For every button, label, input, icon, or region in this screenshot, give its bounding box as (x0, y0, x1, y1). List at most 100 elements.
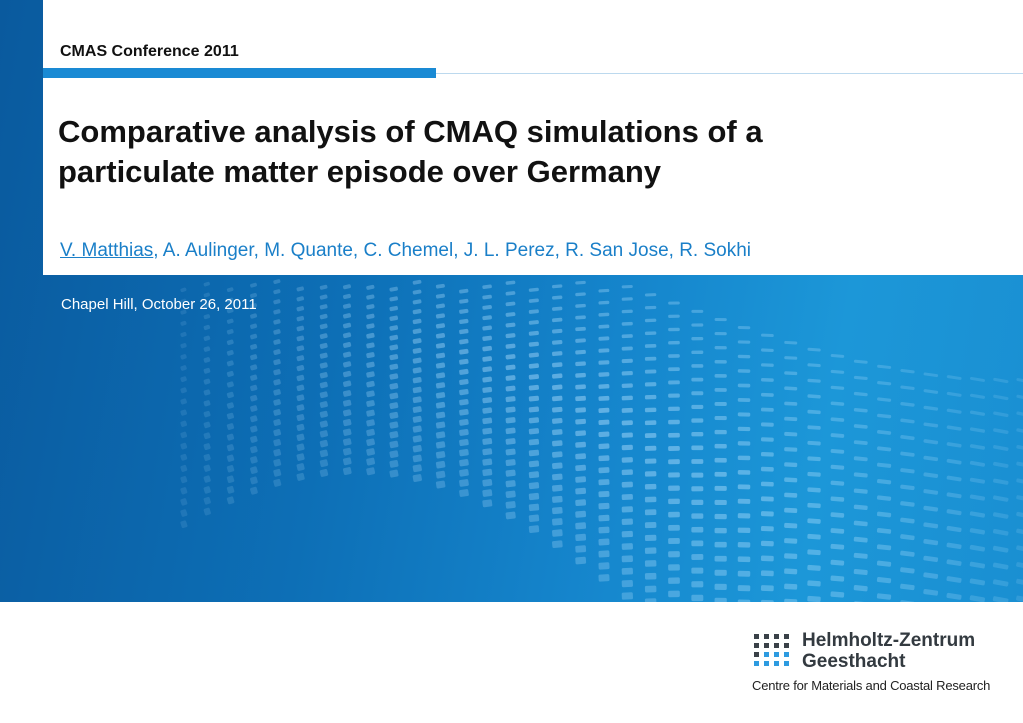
wave-dash (435, 342, 446, 349)
wave-dash (226, 308, 234, 314)
wave-dash (250, 364, 258, 371)
wave-dash (807, 347, 821, 352)
wave-dash (830, 417, 845, 422)
wave-dash (737, 527, 751, 534)
wave-dash (644, 572, 657, 580)
wave-dash (435, 431, 446, 439)
wave-dash (598, 502, 610, 510)
wave-dash (528, 330, 539, 336)
wave-dash (668, 340, 680, 345)
presenter-link[interactable]: V. Matthias (60, 240, 154, 261)
wave-dash (575, 292, 586, 297)
wave-dash (296, 286, 304, 292)
wave-dash (389, 440, 399, 449)
wave-dash (366, 332, 375, 339)
wave-dash (389, 325, 399, 331)
wave-dash (900, 468, 915, 474)
wave-dash (760, 585, 774, 592)
wave-dash (644, 369, 657, 374)
wave-dash (552, 518, 563, 526)
wave-dash (412, 464, 422, 473)
wave-dash (366, 390, 375, 398)
wave-dash (319, 313, 328, 320)
wave-dash (552, 529, 563, 537)
wave-dash (459, 469, 469, 477)
wave-dash (366, 448, 376, 456)
wave-dash (273, 448, 282, 457)
wave-dash (830, 496, 845, 502)
wave-dash (807, 456, 821, 462)
wave-dash (598, 407, 610, 413)
wave-dash (552, 417, 563, 424)
wave-dash (505, 459, 516, 467)
wave-dash (598, 431, 610, 438)
wave-dash (435, 283, 445, 289)
wave-dash (435, 293, 445, 299)
wave-dash (366, 380, 375, 388)
wave-dash (250, 415, 258, 423)
wave-dash (784, 538, 798, 544)
wave-dash (876, 560, 892, 567)
wave-dash (668, 498, 680, 505)
wave-dash (528, 438, 540, 446)
wave-dash (714, 555, 727, 562)
wave-dash (877, 364, 892, 369)
wave-dash (598, 395, 610, 401)
wave-dash (668, 511, 680, 518)
wave-dash (784, 507, 798, 514)
wave-dash (296, 472, 305, 481)
wave-dash (621, 297, 633, 301)
logo-dot (754, 634, 759, 639)
wave-dash (366, 419, 375, 427)
wave-dash (273, 468, 282, 477)
wave-dash (250, 405, 258, 412)
wave-dash (691, 364, 704, 368)
title-line-2: particulate matter episode over Germany (58, 154, 662, 189)
wave-dash (691, 377, 704, 382)
wave-dash (552, 373, 563, 379)
wave-dash (459, 418, 469, 426)
wave-dash (180, 498, 188, 506)
wave-dash (435, 333, 446, 339)
wave-dash (923, 422, 939, 428)
venue-date: Chapel Hill, October 26, 2011 (61, 296, 257, 313)
wave-dash (946, 492, 962, 499)
wave-dash (412, 444, 422, 453)
wave-dash (1016, 595, 1023, 602)
wave-dash (342, 457, 352, 466)
wave-dash (412, 309, 422, 315)
wave-dash (784, 447, 798, 452)
wave-dash (505, 438, 516, 445)
wave-dash (389, 382, 399, 390)
wave-dash (598, 324, 610, 329)
wave-dash (737, 426, 751, 432)
wave-dash (575, 407, 586, 413)
wave-dash (621, 481, 633, 488)
wave-dash (505, 343, 516, 349)
wave-dash (412, 474, 422, 482)
wave-dash (737, 325, 751, 330)
wave-dash (180, 298, 187, 304)
wave-dash (737, 469, 751, 475)
wave-dash (226, 297, 234, 303)
wave-dash (412, 435, 422, 443)
wave-dash (969, 427, 986, 433)
wave-dash (784, 568, 798, 575)
wave-dash (203, 281, 210, 287)
wave-dash (366, 361, 375, 368)
wave-dash (273, 428, 282, 437)
wave-dash (900, 484, 915, 491)
wave-dash (505, 375, 516, 381)
wave-dash (691, 486, 704, 492)
wave-dash (575, 315, 586, 320)
wave-dash (644, 522, 657, 529)
wave-dash (203, 453, 211, 461)
wave-dash (296, 423, 305, 432)
wave-dash (250, 435, 258, 443)
wave-dash (993, 445, 1009, 451)
wave-dash (528, 514, 540, 523)
wave-dash (459, 358, 469, 365)
wave-dash (575, 372, 586, 378)
wave-dash (737, 599, 751, 602)
wave-dash (389, 411, 399, 419)
